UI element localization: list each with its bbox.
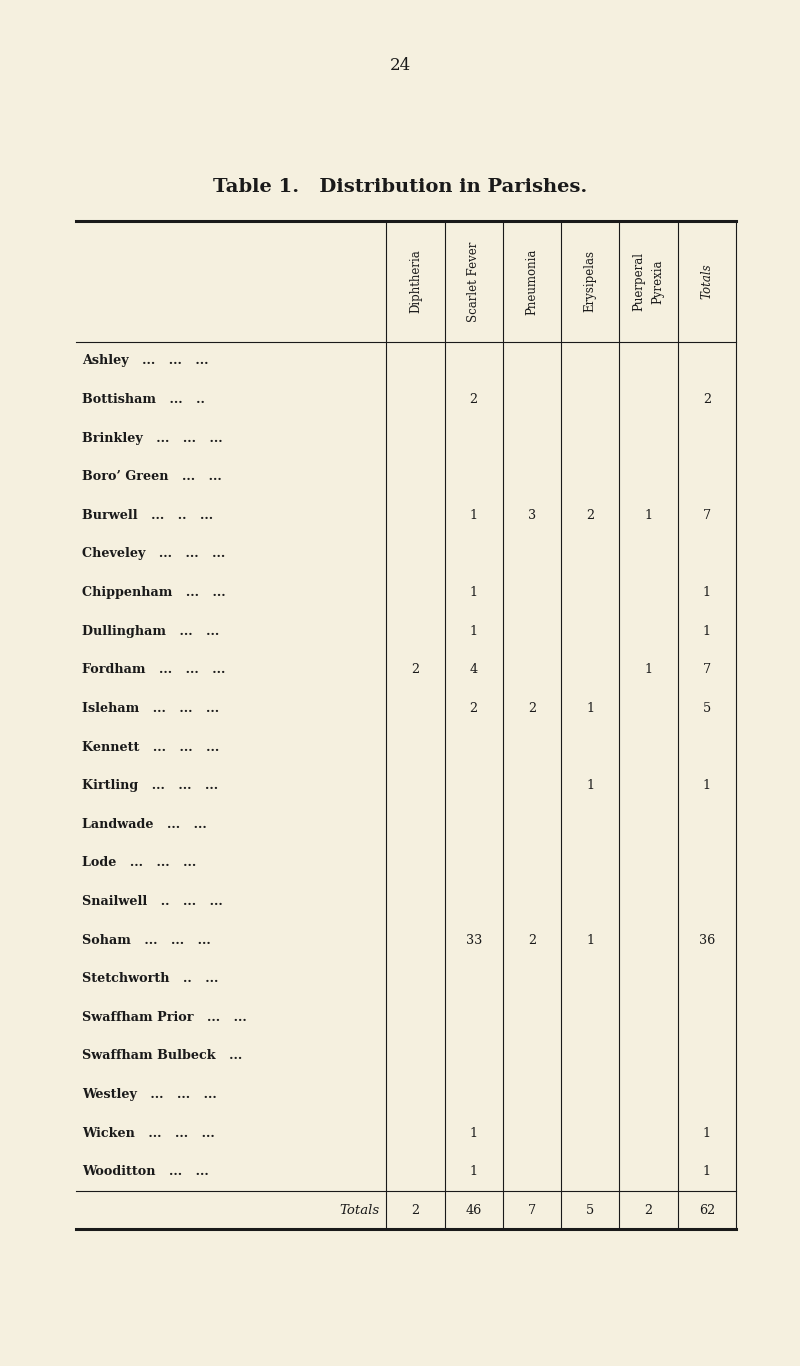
- Text: Wooditton   ...   ...: Wooditton ... ...: [82, 1165, 209, 1179]
- Text: Scarlet Fever: Scarlet Fever: [467, 242, 480, 321]
- Text: Brinkley   ...   ...   ...: Brinkley ... ... ...: [82, 432, 223, 444]
- Text: Totals: Totals: [700, 264, 714, 299]
- Text: Swaffham Prior   ...   ...: Swaffham Prior ... ...: [82, 1011, 247, 1024]
- Text: Lode   ...   ...   ...: Lode ... ... ...: [82, 856, 197, 869]
- Text: Cheveley   ...   ...   ...: Cheveley ... ... ...: [82, 548, 226, 560]
- Text: 2: 2: [586, 508, 594, 522]
- Text: Burwell   ...   ..   ...: Burwell ... .. ...: [82, 508, 214, 522]
- Text: Stetchworth   ..   ...: Stetchworth .. ...: [82, 973, 218, 985]
- Text: Diphtheria: Diphtheria: [409, 250, 422, 313]
- Text: 2: 2: [645, 1203, 653, 1217]
- Text: Pneumonia: Pneumonia: [526, 249, 538, 314]
- Text: 1: 1: [703, 624, 711, 638]
- Text: 2: 2: [411, 664, 419, 676]
- Text: 2: 2: [702, 393, 711, 406]
- Text: 24: 24: [390, 57, 410, 74]
- Text: Soham   ...   ...   ...: Soham ... ... ...: [82, 933, 211, 947]
- Text: Wicken   ...   ...   ...: Wicken ... ... ...: [82, 1127, 215, 1139]
- Text: 1: 1: [586, 702, 594, 714]
- Text: Fordham   ...   ...   ...: Fordham ... ... ...: [82, 664, 226, 676]
- Text: Westley   ...   ...   ...: Westley ... ... ...: [82, 1089, 217, 1101]
- Text: Puerperal: Puerperal: [633, 251, 646, 311]
- Text: Isleham   ...   ...   ...: Isleham ... ... ...: [82, 702, 219, 714]
- Text: 1: 1: [470, 586, 478, 600]
- Text: 33: 33: [466, 933, 482, 947]
- Text: Kennett   ...   ...   ...: Kennett ... ... ...: [82, 740, 220, 754]
- Text: 36: 36: [698, 933, 715, 947]
- Text: 1: 1: [470, 624, 478, 638]
- Text: Table 1.   Distribution in Parishes.: Table 1. Distribution in Parishes.: [213, 178, 587, 195]
- Text: 7: 7: [702, 508, 711, 522]
- Text: Dullingham   ...   ...: Dullingham ... ...: [82, 624, 220, 638]
- Text: Pyrexia: Pyrexia: [652, 260, 665, 303]
- Text: 1: 1: [470, 508, 478, 522]
- Text: 2: 2: [470, 393, 478, 406]
- Text: 2: 2: [470, 702, 478, 714]
- Text: 2: 2: [411, 1203, 419, 1217]
- Text: Kirtling   ...   ...   ...: Kirtling ... ... ...: [82, 779, 218, 792]
- Text: 7: 7: [702, 664, 711, 676]
- Text: Swaffham Bulbeck   ...: Swaffham Bulbeck ...: [82, 1049, 242, 1063]
- Text: 1: 1: [470, 1127, 478, 1139]
- Text: Erysipelas: Erysipelas: [584, 250, 597, 313]
- Text: 46: 46: [466, 1203, 482, 1217]
- Text: 1: 1: [586, 779, 594, 792]
- Text: 5: 5: [702, 702, 711, 714]
- Text: Landwade   ...   ...: Landwade ... ...: [82, 818, 207, 831]
- Text: 2: 2: [528, 933, 536, 947]
- Text: 3: 3: [528, 508, 536, 522]
- Text: 4: 4: [470, 664, 478, 676]
- Text: Snailwell   ..   ...   ...: Snailwell .. ... ...: [82, 895, 223, 908]
- Text: 1: 1: [645, 664, 653, 676]
- Text: 62: 62: [698, 1203, 715, 1217]
- Text: 1: 1: [645, 508, 653, 522]
- Text: Totals: Totals: [340, 1203, 380, 1217]
- Text: Chippenham   ...   ...: Chippenham ... ...: [82, 586, 226, 600]
- Text: Boro’ Green   ...   ...: Boro’ Green ... ...: [82, 470, 222, 484]
- Text: Bottisham   ...   ..: Bottisham ... ..: [82, 393, 206, 406]
- Text: 1: 1: [703, 586, 711, 600]
- Text: 1: 1: [703, 1165, 711, 1179]
- Text: 1: 1: [470, 1165, 478, 1179]
- Text: 2: 2: [528, 702, 536, 714]
- Text: Ashley   ...   ...   ...: Ashley ... ... ...: [82, 354, 209, 367]
- Text: 1: 1: [703, 779, 711, 792]
- Text: 5: 5: [586, 1203, 594, 1217]
- Text: 1: 1: [703, 1127, 711, 1139]
- Text: 7: 7: [528, 1203, 536, 1217]
- Text: 1: 1: [586, 933, 594, 947]
